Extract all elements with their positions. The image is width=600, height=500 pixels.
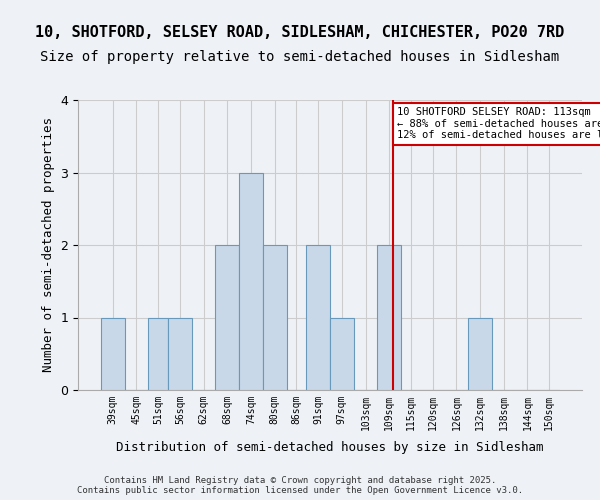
Bar [148,318,168,390]
Text: 10, SHOTFORD, SELSEY ROAD, SIDLESHAM, CHICHESTER, PO20 7RD: 10, SHOTFORD, SELSEY ROAD, SIDLESHAM, CH… [35,25,565,40]
Bar [377,245,401,390]
Bar [239,172,263,390]
Bar [168,318,192,390]
Bar [468,318,492,390]
X-axis label: Distribution of semi-detached houses by size in Sidlesham: Distribution of semi-detached houses by … [116,441,544,454]
Bar [307,245,330,390]
Text: Size of property relative to semi-detached houses in Sidlesham: Size of property relative to semi-detach… [40,50,560,64]
Bar [101,318,125,390]
Bar [330,318,353,390]
Text: Contains HM Land Registry data © Crown copyright and database right 2025.
Contai: Contains HM Land Registry data © Crown c… [77,476,523,495]
Bar [215,245,239,390]
Bar [263,245,287,390]
Y-axis label: Number of semi-detached properties: Number of semi-detached properties [42,118,55,372]
Text: 10 SHOTFORD SELSEY ROAD: 113sqm
← 88% of semi-detached houses are smaller (15)
1: 10 SHOTFORD SELSEY ROAD: 113sqm ← 88% of… [397,108,600,140]
